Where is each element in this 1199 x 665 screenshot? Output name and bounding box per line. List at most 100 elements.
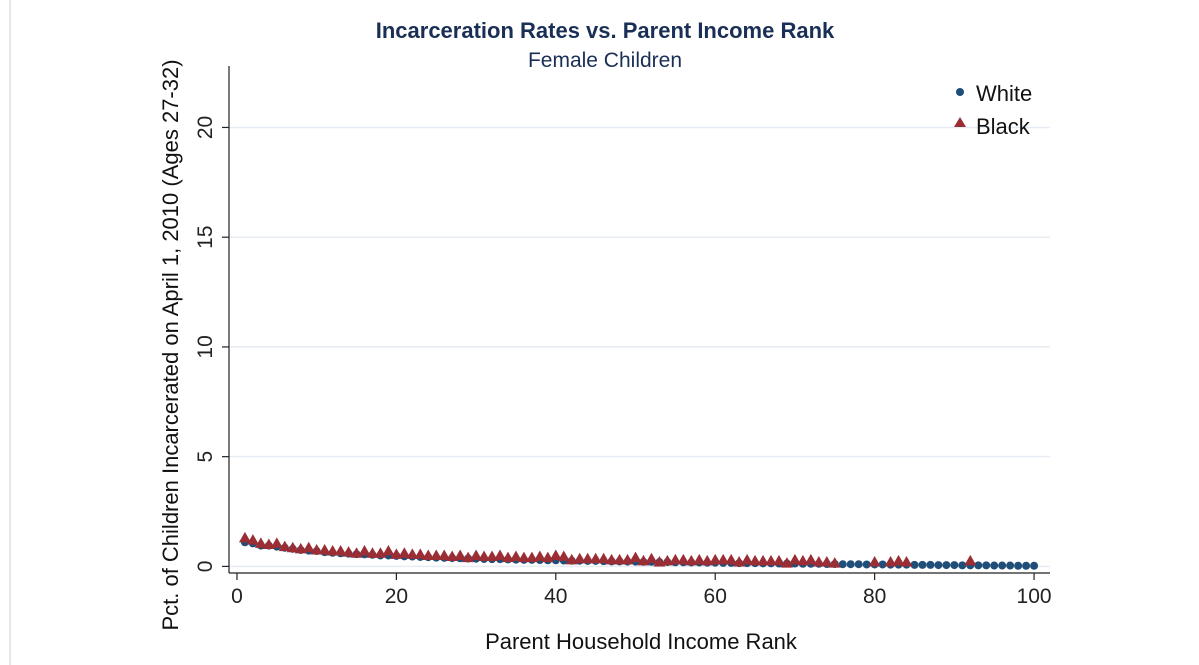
point-white-95 [998,561,1007,570]
point-black-21 [406,548,419,559]
point-black-13 [342,546,355,557]
point-black-16 [366,547,379,558]
point-black-59 [709,553,722,565]
gridlines [229,126,1050,568]
point-black-55 [677,553,690,565]
point-black-60 [717,553,730,565]
point-black-64 [749,554,762,566]
y-tick-label-0: 0 [194,561,217,573]
point-black-54 [669,553,682,565]
point-black-32 [494,549,507,560]
point-black-75 [868,556,881,567]
point-white-85 [918,560,927,569]
point-black-23 [422,549,435,560]
point-black-63 [741,553,754,565]
x-tick-label-3: 60 [704,585,727,608]
legend-marker-white [956,88,964,96]
point-black-65 [757,554,770,566]
point-black-40 [557,550,570,562]
point-white-86 [926,560,935,569]
x-axis-title: Parent Household Income Rank [485,629,798,654]
y-ticks: 0 5 10 15 20 [194,116,229,572]
legend-marker-black [954,117,966,127]
point-black-18 [382,545,395,556]
point-black-29 [470,549,483,560]
point-white-99 [1030,561,1039,570]
x-tick-label-0: 0 [231,585,243,608]
point-black-2 [254,537,267,548]
y-tick-label-1: 5 [194,451,217,463]
point-black-35 [517,551,530,563]
y-axis-title: Pct. of Children Incarcerated on April 1… [158,59,183,630]
point-white-75 [838,560,847,569]
legend: White Black [954,81,1032,139]
point-black-12 [334,545,347,556]
point-white-96 [1006,561,1015,570]
point-white-80 [878,560,887,569]
point-black-39 [549,549,562,560]
point-white-94 [990,561,999,570]
point-black-27 [454,549,467,560]
point-black-22 [414,548,427,559]
point-black-67 [772,554,785,566]
point-black-79 [964,554,977,566]
chart-subtitle: Female Children [528,49,682,72]
point-white-88 [942,561,951,570]
point-black-68 [780,557,793,568]
y-tick-label-4: 20 [194,116,217,139]
y-tick-label-3: 15 [194,226,217,249]
point-black-11 [326,545,339,556]
point-black-30 [478,550,491,562]
point-white-84 [910,560,919,569]
point-black-77 [892,554,905,566]
point-white-77 [854,560,863,569]
point-black-49 [629,551,642,563]
point-black-8 [302,541,315,553]
point-black-43 [581,552,594,564]
point-black-47 [613,553,626,565]
point-black-42 [573,552,586,564]
legend-label-white: White [976,81,1032,106]
x-tick-label-2: 40 [544,585,567,608]
x-ticks: 0 20 40 60 80 100 [231,573,1052,608]
point-black-25 [438,549,451,560]
point-black-72 [812,556,825,567]
point-black-6 [286,541,299,553]
point-black-44 [589,552,602,564]
x-tick-label-1: 20 [385,585,408,608]
point-black-71 [804,553,817,565]
point-white-93 [982,561,991,570]
point-black-4 [270,537,283,548]
point-black-34 [509,550,522,562]
point-white-87 [934,561,943,570]
point-black-45 [597,552,610,564]
x-tick-label-4: 80 [863,585,886,608]
y-tick-label-2: 10 [194,335,217,358]
point-black-10 [318,543,331,555]
series-black [238,531,977,568]
point-white-98 [1022,561,1031,570]
point-white-78 [862,560,871,569]
point-black-1 [246,534,259,545]
point-black-57 [693,553,706,565]
point-black-37 [533,550,546,562]
data-points [238,531,1039,570]
point-black-20 [398,547,411,558]
point-black-73 [820,556,833,567]
x-tick-label-5: 100 [1017,585,1052,608]
point-black-66 [765,554,778,566]
point-white-90 [958,561,967,570]
point-black-46 [605,553,618,565]
point-black-9 [310,543,323,555]
point-black-69 [788,553,801,565]
point-black-61 [725,553,738,565]
point-black-0 [238,531,251,543]
point-white-92 [974,561,983,570]
point-black-78 [900,556,913,567]
axes [228,66,1050,574]
point-white-89 [950,561,959,570]
point-black-24 [430,549,443,560]
chart-title: Incarceration Rates vs. Parent Income Ra… [376,18,835,43]
